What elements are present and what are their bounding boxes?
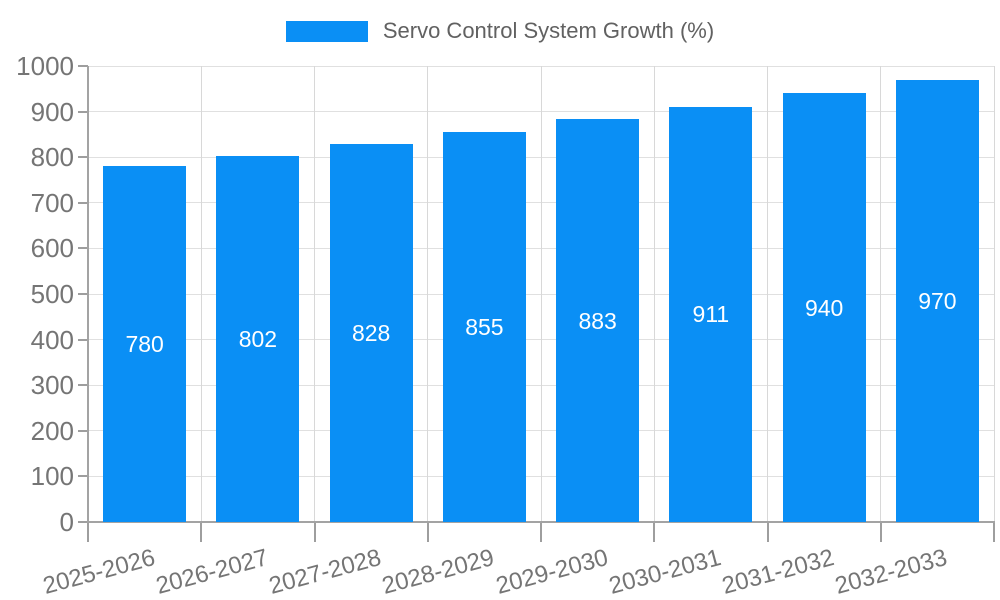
x-gridline <box>653 66 655 522</box>
y-axis-tick <box>78 65 88 67</box>
x-gridline <box>314 66 315 522</box>
x-axis-tick <box>540 522 542 542</box>
x-axis-tick <box>87 522 89 542</box>
y-axis-tick <box>78 429 88 432</box>
y-tick-label: 1000 <box>16 51 74 81</box>
y-tick-label: 300 <box>30 370 74 401</box>
x-axis-tick <box>200 522 203 542</box>
x-gridline <box>993 66 995 522</box>
legend-label: Servo Control System Growth (%) <box>382 18 715 43</box>
y-axis-tick <box>78 110 88 113</box>
x-gridline <box>540 66 542 522</box>
x-axis-tick <box>426 522 429 542</box>
bar-value-label: 970 <box>918 287 957 314</box>
y-tick-label: 800 <box>30 142 74 173</box>
bar[interactable] <box>216 156 300 522</box>
y-tick-label: 600 <box>30 233 74 264</box>
y-axis-tick <box>78 247 88 250</box>
y-tick-label: 100 <box>30 461 74 492</box>
legend[interactable]: Servo Control System Growth (%) <box>0 18 1000 44</box>
bar[interactable] <box>442 132 526 522</box>
x-axis-tick <box>766 522 769 542</box>
x-gridline <box>427 66 429 522</box>
y-axis-line <box>87 66 89 522</box>
bar[interactable] <box>669 106 753 522</box>
y-tick-label: 900 <box>30 96 74 127</box>
y-tick-label: 500 <box>30 279 74 309</box>
x-gridline <box>880 66 882 522</box>
x-axis-tick <box>653 522 656 542</box>
x-axis-tick <box>879 522 882 542</box>
bar-value-label: 855 <box>465 314 504 341</box>
bar-value-label: 780 <box>125 331 164 358</box>
legend-swatch-icon <box>285 20 368 42</box>
bar[interactable] <box>103 166 187 522</box>
x-axis-line <box>87 521 995 523</box>
y-tick-label: 400 <box>30 324 74 355</box>
bar[interactable] <box>782 93 866 522</box>
y-tick-label: 0 <box>59 507 74 537</box>
bar[interactable] <box>895 79 979 522</box>
bar-value-label: 911 <box>692 301 730 328</box>
bar-value-label: 940 <box>804 294 844 321</box>
y-axis-tick <box>78 156 88 159</box>
y-tick-label: 200 <box>30 415 74 446</box>
bar[interactable] <box>556 119 640 522</box>
y-tick-label: 700 <box>30 187 74 218</box>
x-gridline <box>767 66 768 522</box>
bar-value-label: 883 <box>578 307 617 334</box>
y-axis-tick <box>78 201 88 204</box>
y-axis-tick <box>78 475 88 478</box>
y-axis-tick <box>78 293 88 295</box>
bar-value-label: 802 <box>238 326 278 353</box>
bar-value-label: 828 <box>351 320 391 347</box>
y-axis-tick <box>78 338 88 341</box>
x-axis-tick <box>313 522 316 542</box>
bar[interactable] <box>329 144 413 522</box>
y-axis-tick <box>78 521 88 523</box>
x-gridline <box>200 66 202 522</box>
y-axis-tick <box>78 384 88 387</box>
x-axis-tick <box>993 522 995 542</box>
